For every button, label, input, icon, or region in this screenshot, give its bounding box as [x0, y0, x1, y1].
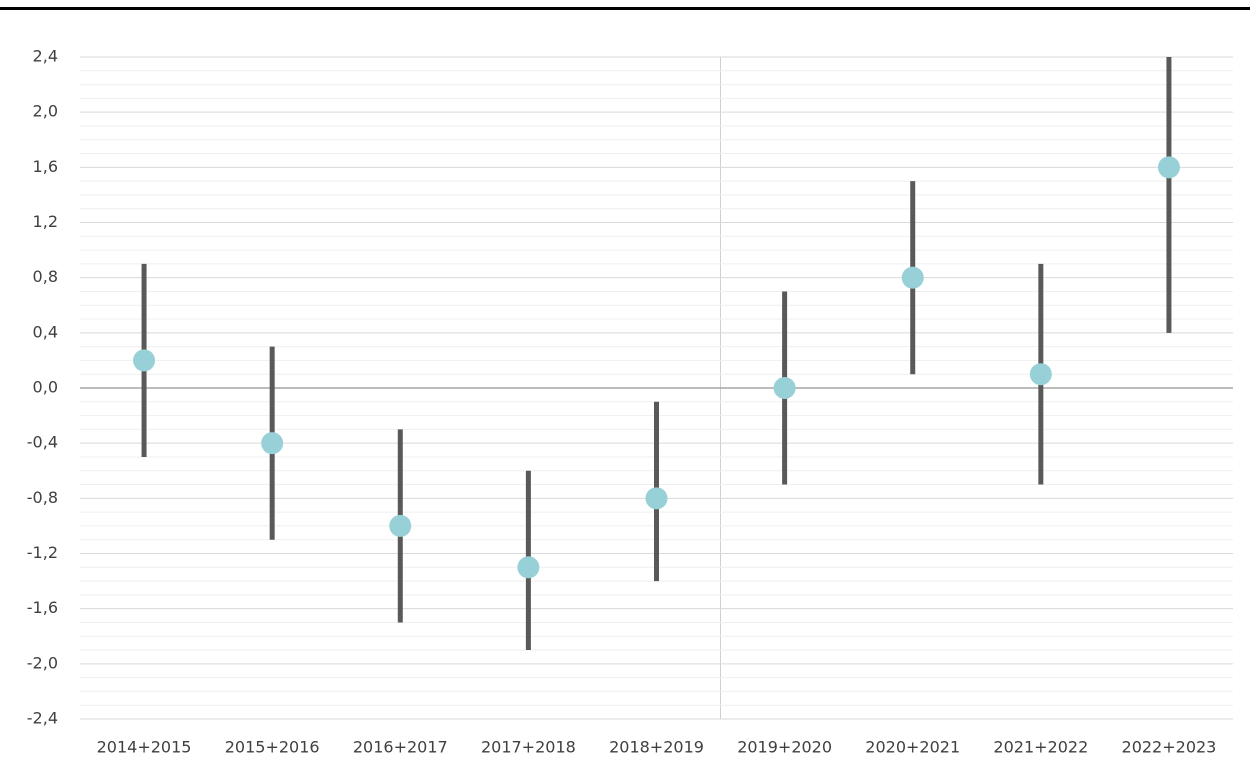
y-tick-label: -2,0: [27, 653, 58, 672]
header-rule: [0, 7, 1250, 10]
point: [901, 266, 924, 289]
x-tick-label: 2017+2018: [481, 738, 576, 757]
x-tick-label: 2014+2015: [97, 738, 192, 757]
y-tick-label: 1,6: [33, 157, 58, 176]
y-tick-label: -0,4: [27, 433, 58, 452]
x-tick-label: 2016+2017: [353, 738, 448, 757]
point: [389, 514, 412, 537]
point: [645, 487, 668, 510]
x-tick-label: 2015+2016: [225, 738, 320, 757]
y-tick-label: -0,8: [27, 488, 58, 507]
x-tick-label: 2021+2022: [993, 738, 1088, 757]
x-tick-label: 2020+2021: [865, 738, 960, 757]
point: [1029, 363, 1052, 386]
x-tick-label: 2022+2023: [1122, 738, 1217, 757]
y-tick-label: 1,2: [33, 212, 58, 231]
point: [773, 377, 796, 399]
y-tick-label: 2,0: [33, 102, 58, 121]
point: [133, 349, 156, 372]
y-tick-label: 0,0: [33, 378, 58, 397]
point: [1157, 156, 1180, 179]
y-tick-label: -1,2: [27, 543, 58, 562]
y-tick-label: -2,4: [27, 709, 58, 728]
y-tick-label: 0,4: [33, 322, 58, 341]
y-tick-label: -1,6: [27, 598, 58, 617]
y-tick-label: 0,8: [33, 267, 58, 286]
x-tick-label: 2019+2020: [737, 738, 832, 757]
point: [261, 432, 284, 455]
x-tick-label: 2018+2019: [609, 738, 704, 757]
point: [517, 556, 540, 579]
y-tick-label: 2,4: [33, 47, 58, 66]
